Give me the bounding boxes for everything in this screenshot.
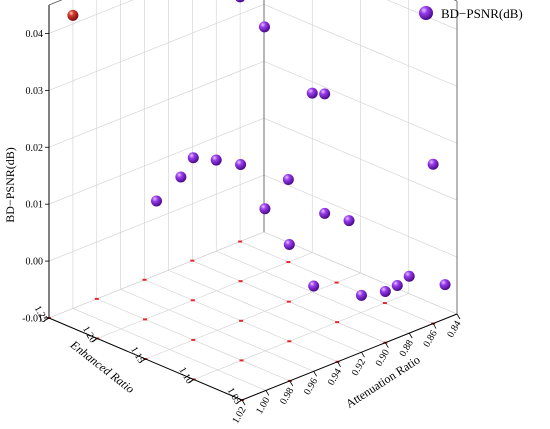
floor-projection-mark: [191, 338, 196, 341]
backwall-grid-z: [48, 174, 265, 262]
y-tick: [43, 317, 50, 322]
data-point: [282, 174, 294, 186]
data-point: [355, 289, 367, 301]
y-axis-label: Enhanced Ratio: [67, 337, 137, 396]
data-point: [235, 159, 247, 171]
data-point: [343, 215, 355, 227]
x-tick-label: 0.94: [326, 367, 344, 388]
legend-marker: [419, 6, 433, 20]
sidewall-grid-z: [263, 60, 458, 144]
floor-grid-y: [97, 252, 313, 339]
y-tick: [140, 358, 146, 363]
x-tick-label: 0.90: [374, 348, 392, 369]
z-tick-label: 0.02: [26, 143, 44, 154]
z-tick-label: 0.03: [26, 86, 44, 97]
x-tick: [265, 390, 270, 396]
floor-projection-mark: [238, 280, 243, 283]
data-point: [308, 280, 320, 292]
data-point-highlight: [67, 9, 79, 21]
data-point: [283, 239, 295, 251]
sidewall-grid-z: [263, 231, 458, 315]
floor-grid-y: [145, 272, 361, 360]
data-point: [427, 158, 439, 170]
floor-projection-mark: [334, 281, 339, 284]
floor-projection-mark: [142, 278, 147, 281]
z-tick-label: -0.01: [22, 314, 43, 325]
backwall-grid-z: [48, 231, 265, 319]
floor-grid-y: [193, 293, 409, 380]
backwall-grid-z: [48, 60, 265, 148]
floor-projection-mark: [239, 319, 244, 322]
x-tick: [408, 332, 413, 339]
x-tick-label: 0.84: [445, 319, 463, 340]
legend-label: BD−PSNR(dB): [441, 6, 523, 21]
z-tick-label: 0.00: [26, 257, 44, 268]
data-point: [319, 207, 331, 219]
floor-projection-mark: [238, 240, 243, 243]
x-tick: [241, 399, 246, 406]
y-tick: [236, 399, 243, 404]
x-tick-label: 0.98: [278, 386, 296, 407]
data-point: [391, 280, 403, 292]
floor-projection-mark: [286, 300, 291, 303]
x-tick-label: 0.96: [302, 376, 320, 397]
x-tick: [456, 313, 461, 320]
floor-projection-mark: [335, 321, 340, 324]
z-tick-label: 0.04: [26, 29, 44, 40]
grid-layer: [48, 0, 458, 401]
x-tick: [289, 380, 294, 387]
y-tick: [188, 379, 194, 383]
z-axis-label: BD−PSNR(dB): [3, 147, 17, 222]
x-tick-label: 0.92: [350, 357, 368, 378]
z-tick-label: 0.01: [26, 200, 44, 211]
data-point: [379, 285, 391, 297]
legend: BD−PSNR(dB): [419, 6, 523, 21]
data-point: [175, 171, 187, 183]
data-point: [259, 203, 271, 215]
data-point: [319, 88, 331, 100]
y-tick: [92, 338, 98, 342]
data-point: [403, 270, 415, 282]
y-tick-label: 1.15: [128, 345, 146, 366]
sidewall-grid-z: [263, 117, 458, 201]
x-tick: [361, 352, 365, 358]
floor-projection-mark: [143, 318, 148, 321]
x-tick-label: 0.86: [421, 329, 439, 350]
backwall-grid-z: [48, 117, 265, 205]
x-tick-label: 1.02: [230, 405, 248, 426]
floor-projection-mark: [190, 259, 195, 262]
data-point: [210, 154, 222, 166]
floor-projection-mark: [239, 359, 244, 362]
y-tick-label: 1.10: [176, 365, 194, 386]
x-tick: [313, 371, 318, 377]
floor-projection-mark: [382, 302, 387, 305]
backwall-grid-z: [48, 0, 134, 34]
points-layer: [67, 0, 451, 301]
x-tick: [337, 361, 341, 367]
floor-projection-mark: [190, 299, 195, 302]
data-point: [151, 195, 162, 207]
data-point: [439, 279, 451, 291]
data-point: [306, 87, 318, 99]
x-tick-label: 1.00: [254, 395, 272, 416]
sidewall-grid-z: [263, 174, 458, 258]
x-tick: [432, 323, 437, 329]
box-frame-edge: [48, 0, 63, 6]
x-tick: [384, 342, 389, 348]
floor-projection-mark: [287, 340, 292, 343]
y-tick-label: 1.05: [225, 386, 243, 407]
backwall-grid-z: [48, 4, 265, 91]
data-point: [235, 0, 245, 3]
floor-projection-mark: [94, 297, 99, 300]
sidewall-grid-z: [263, 4, 458, 87]
data-point: [187, 152, 199, 164]
floor-projection-mark: [286, 261, 291, 264]
x-axis-line: [241, 313, 458, 401]
data-point: [258, 21, 270, 33]
